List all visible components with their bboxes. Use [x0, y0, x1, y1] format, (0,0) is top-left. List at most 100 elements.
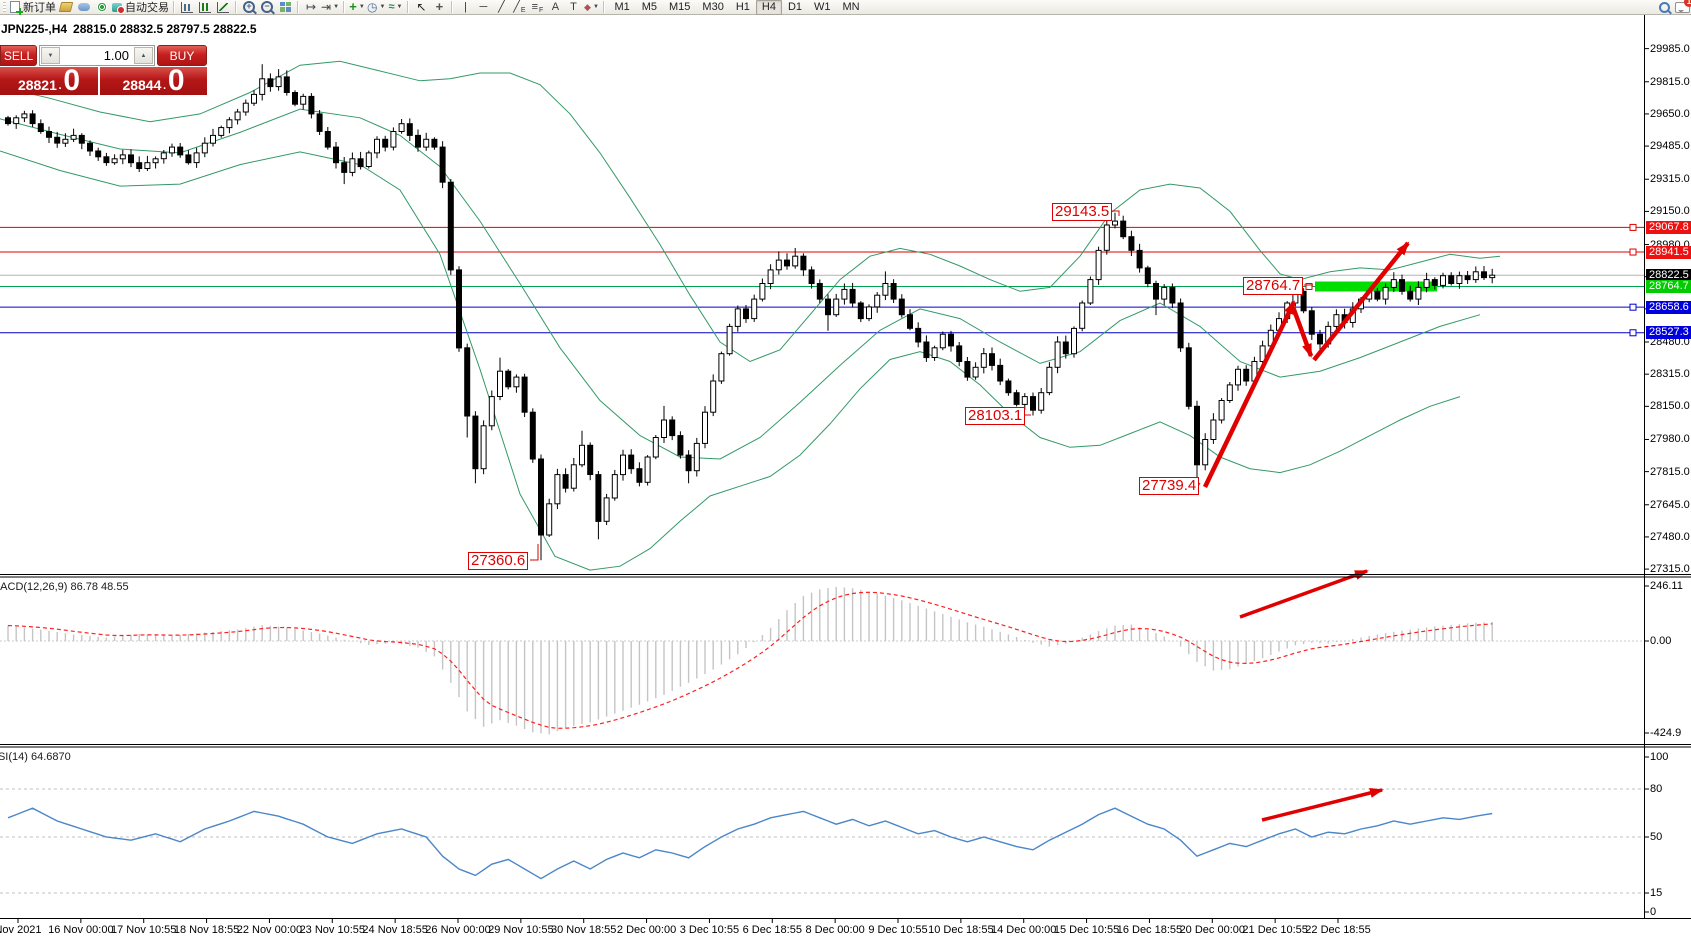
candlestick-chart-button[interactable]	[197, 0, 213, 14]
line-handle[interactable]	[1305, 283, 1313, 291]
candle-body	[1177, 302, 1184, 349]
templates-button[interactable]: ≈ ▼	[387, 0, 403, 14]
notifications-button[interactable]: 1	[1674, 0, 1691, 14]
candle-body	[866, 306, 872, 320]
price-marker-28764.7: 28764.7	[1646, 280, 1691, 293]
price-annotation-28764.7[interactable]: 28764.7	[1243, 277, 1304, 295]
candle-body	[1079, 302, 1086, 329]
chart-title: JPN225-,H4 28815.0 28832.5 28797.5 28822.…	[1, 22, 257, 36]
sell-button[interactable]: SELL	[0, 45, 37, 66]
price-annotation-27360.6[interactable]: 27360.6	[468, 552, 529, 570]
time-axis-label: 2 Dec 00:00	[616, 924, 677, 936]
fibonacci-button[interactable]: ≡ F	[529, 0, 545, 14]
candle-body	[890, 283, 897, 300]
candle-body	[152, 158, 159, 164]
price-annotation-28103.1[interactable]: 28103.1	[965, 407, 1026, 425]
time-axis-label: 8 Dec 00:00	[805, 924, 865, 936]
candle-body	[185, 154, 192, 164]
horizontal-line-button[interactable]: ─	[475, 0, 491, 14]
indicators-button[interactable]: + ▼	[349, 0, 365, 14]
vertical-line-button[interactable]: |	[457, 0, 473, 14]
line-handle[interactable]	[1629, 223, 1637, 231]
candle-body	[726, 325, 733, 355]
market-watch-button[interactable]	[76, 0, 92, 14]
candle-body	[743, 308, 749, 320]
crosshair-icon: +	[435, 0, 444, 14]
candle-body	[767, 269, 774, 284]
equidistant-channel-button[interactable]: ╱ E	[511, 0, 527, 14]
sell-price-display[interactable]: 28821. 0	[0, 66, 98, 96]
candle-body	[1448, 275, 1455, 285]
periods-button[interactable]: ◷ ▼	[367, 0, 385, 14]
candle-body	[1456, 275, 1463, 285]
line-handle[interactable]	[1629, 248, 1637, 256]
price-annotation-29143.5[interactable]: 29143.5	[1052, 203, 1113, 221]
zoom-out-button[interactable]: −	[259, 0, 275, 14]
toolbar: 新订单 自动交易 + − ↦ ⇥ ▼ + ▼ ◷ ▼ ≈ ▼ ↖ + | ─ ╱ ╱ E ≡ F A T ◆ ▼ M1 M5 M15 M3…	[0, 0, 1691, 15]
buy-price-display[interactable]: 28844. 0	[100, 66, 207, 96]
timeframe-w1-button[interactable]: W1	[814, 0, 831, 13]
volume-increase-button[interactable]: ▲	[134, 47, 153, 64]
trend-arrow[interactable]	[1312, 241, 1410, 362]
search-button[interactable]	[1656, 0, 1672, 14]
candle-body	[13, 117, 20, 125]
volume-input[interactable]: 1.00	[103, 48, 129, 63]
auto-scroll-button[interactable]: ⇥ ▼	[321, 0, 339, 14]
autotrading-button[interactable]: 自动交易	[112, 0, 169, 14]
text-label-button[interactable]: T	[565, 0, 581, 14]
candle-body	[1399, 279, 1405, 292]
line-handle[interactable]	[1629, 303, 1637, 311]
timeframe-m30-button[interactable]: M30	[702, 0, 724, 13]
trend-arrow[interactable]	[1202, 300, 1297, 488]
buy-button[interactable]: BUY	[157, 45, 207, 66]
tile-windows-icon	[279, 2, 291, 12]
timeframe-m1-button[interactable]: M1	[614, 0, 630, 13]
zoom-out-icon: −	[261, 1, 273, 13]
candle-body	[595, 474, 602, 522]
candle-body	[800, 255, 807, 271]
candle-body	[825, 298, 831, 316]
candle-body	[447, 181, 454, 271]
price-axis-tick: 29485.0	[1650, 140, 1690, 153]
timeframe-m5-button[interactable]: M5	[641, 0, 658, 13]
profiles-button[interactable]	[58, 0, 74, 14]
timeframe-d1-button[interactable]: D1	[787, 0, 803, 13]
equidistant-channel-icon: ╱	[513, 1, 520, 13]
timeframe-h1-button[interactable]: H1	[735, 0, 750, 13]
line-chart-button[interactable]	[215, 0, 231, 14]
timeframe-m15-button[interactable]: M15	[669, 0, 691, 13]
trendline-button[interactable]: ╱	[493, 0, 509, 14]
candle-body	[808, 269, 815, 284]
trend-arrow[interactable]	[1261, 788, 1384, 822]
volume-decrease-button[interactable]: ▼	[41, 47, 60, 64]
candle-body	[948, 333, 954, 347]
signals-button[interactable]	[94, 0, 110, 14]
timeframe-mn-button[interactable]: MN	[842, 0, 860, 13]
crosshair-button[interactable]: +	[431, 0, 447, 14]
bar-chart-button[interactable]	[179, 0, 195, 14]
candle-body	[1153, 283, 1159, 300]
time-axis-label: 10 Dec 18:55	[928, 924, 994, 936]
candle-body	[628, 454, 635, 470]
chart-shift-icon: ↦	[305, 0, 317, 14]
text-button[interactable]: A	[547, 0, 563, 14]
candle-body	[406, 123, 413, 136]
chart-shift-button[interactable]: ↦	[303, 0, 319, 14]
candle-body	[611, 474, 618, 499]
highlight-zone[interactable]	[1315, 281, 1437, 292]
trend-arrow[interactable]	[1239, 569, 1369, 619]
shapes-button[interactable]: ◆ ▼	[583, 0, 599, 14]
candle-body	[849, 288, 856, 304]
price-annotation-27739.4[interactable]: 27739.4	[1139, 477, 1200, 495]
cursor-button[interactable]: ↖	[413, 0, 429, 14]
candle-body	[1415, 286, 1422, 300]
candle-body	[677, 435, 684, 456]
new-order-button[interactable]: 新订单	[10, 0, 56, 15]
candle-body	[218, 127, 225, 136]
trend-arrow[interactable]	[1290, 306, 1314, 358]
tile-windows-button[interactable]	[277, 0, 293, 14]
zoom-in-button[interactable]: +	[241, 0, 257, 14]
timeframe-h4-button[interactable]: H4	[755, 0, 782, 15]
line-handle[interactable]	[1629, 329, 1637, 337]
